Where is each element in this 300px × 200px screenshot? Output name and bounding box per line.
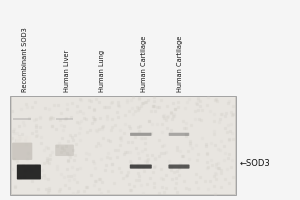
Text: ←SOD3: ←SOD3 — [239, 159, 270, 168]
Text: Human Cartilage: Human Cartilage — [177, 36, 183, 92]
Text: Recombinant SOD3: Recombinant SOD3 — [22, 27, 28, 92]
Text: Human Lung: Human Lung — [99, 50, 105, 92]
FancyBboxPatch shape — [17, 164, 41, 179]
Text: Human Cartilage: Human Cartilage — [141, 36, 147, 92]
Bar — [10, 96, 236, 195]
FancyBboxPatch shape — [130, 164, 152, 169]
FancyBboxPatch shape — [130, 133, 152, 136]
FancyBboxPatch shape — [168, 164, 190, 169]
Bar — [16, 136, 31, 147]
Text: Human Liver: Human Liver — [64, 50, 70, 92]
FancyBboxPatch shape — [12, 143, 32, 160]
Bar — [56, 118, 73, 120]
Bar — [12, 97, 235, 194]
FancyBboxPatch shape — [169, 133, 189, 136]
Bar — [13, 118, 31, 120]
FancyBboxPatch shape — [55, 145, 74, 156]
